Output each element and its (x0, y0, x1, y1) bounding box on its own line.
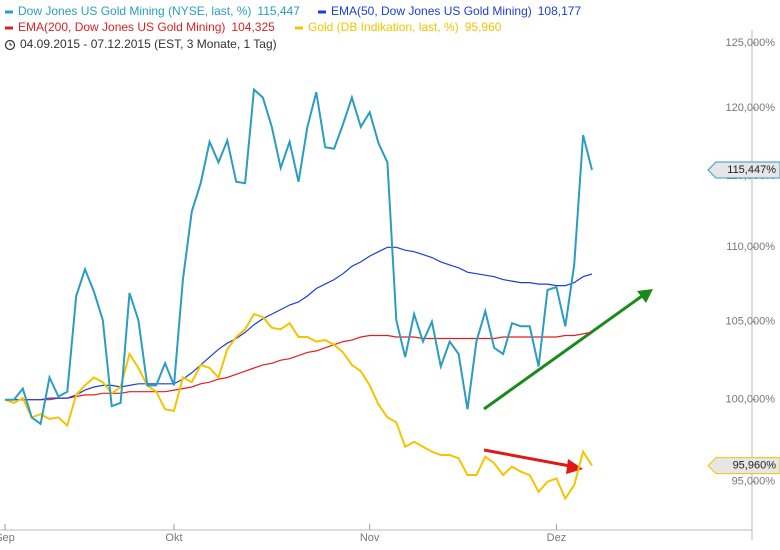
y-tick-label: 95,000% (732, 476, 776, 488)
series-line (5, 331, 593, 401)
legend-value: 115,447 (257, 4, 300, 18)
legend-label: EMA(50, Dow Jones US Gold Mining) (331, 4, 532, 18)
legend-label: Dow Jones US Gold Mining (NYSE, last, %) (18, 4, 251, 18)
end-label-tag (707, 457, 780, 475)
y-tick-label: 100,000% (725, 394, 775, 406)
end-label-tag (707, 161, 780, 179)
annotations (483, 289, 653, 474)
legend-value: 108,177 (538, 4, 582, 18)
clock-icon (4, 39, 16, 51)
series-line (5, 87, 593, 426)
end-label: 115,447% (727, 164, 776, 176)
legend-value: 104,325 (231, 20, 275, 34)
subtitle-row: 04.09.2015 - 07.12.2015 (EST, 3 Monate, … (4, 37, 277, 51)
y-tick-label: 120,000% (725, 102, 775, 114)
x-tick-label: Dez (547, 532, 567, 544)
end-label: 95,960% (733, 460, 777, 472)
x-tick-label: Nov (360, 532, 380, 544)
y-tick-label: 110,000% (726, 241, 775, 253)
x-tick-label: Okt (165, 532, 182, 544)
legend-label: Gold (DB Indikation, last, %) (308, 20, 459, 34)
series-line (5, 246, 593, 401)
red-arrow-shaft (483, 448, 571, 468)
legend-value: 95,960 (465, 20, 502, 34)
y-tick-label: 125,000% (725, 37, 775, 49)
green-arrow-head (637, 289, 653, 303)
green-arrow-shaft (483, 294, 643, 411)
x-tick-label: Sep (0, 532, 15, 544)
series-line (4, 312, 593, 501)
legend-label: EMA(200, Dow Jones US Gold Mining) (18, 20, 225, 34)
chart-subtitle: 04.09.2015 - 07.12.2015 (EST, 3 Monate, … (20, 37, 277, 51)
y-tick-label: 105,000% (725, 316, 775, 328)
clock-hands (9, 42, 12, 46)
